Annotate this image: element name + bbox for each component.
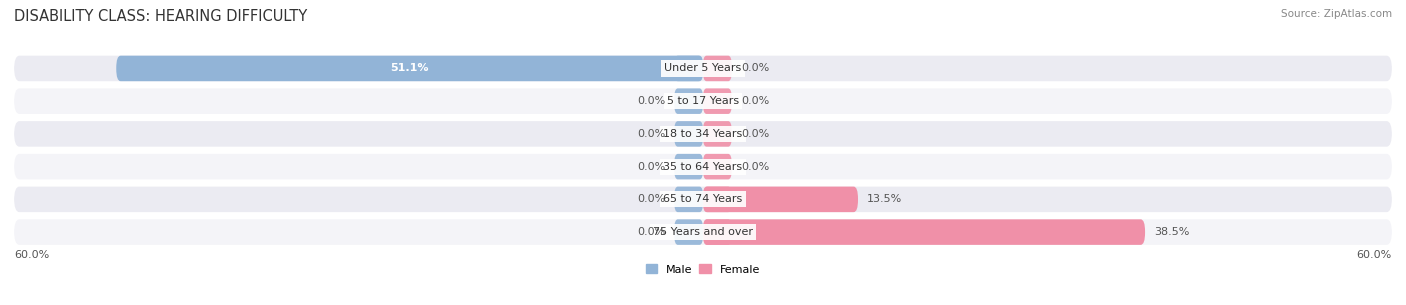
FancyBboxPatch shape — [703, 56, 731, 81]
FancyBboxPatch shape — [703, 121, 731, 147]
FancyBboxPatch shape — [703, 187, 731, 212]
Text: Source: ZipAtlas.com: Source: ZipAtlas.com — [1281, 9, 1392, 19]
FancyBboxPatch shape — [703, 219, 1144, 245]
Text: 60.0%: 60.0% — [14, 250, 49, 260]
Text: 0.0%: 0.0% — [741, 96, 769, 106]
Text: 18 to 34 Years: 18 to 34 Years — [664, 129, 742, 139]
FancyBboxPatch shape — [14, 88, 1392, 114]
Text: 0.0%: 0.0% — [637, 227, 665, 237]
Legend: Male, Female: Male, Female — [647, 264, 759, 275]
Text: 75 Years and over: 75 Years and over — [652, 227, 754, 237]
Text: 0.0%: 0.0% — [637, 96, 665, 106]
FancyBboxPatch shape — [703, 219, 731, 245]
Text: 5 to 17 Years: 5 to 17 Years — [666, 96, 740, 106]
Text: 0.0%: 0.0% — [637, 194, 665, 204]
FancyBboxPatch shape — [14, 56, 1392, 81]
Text: 38.5%: 38.5% — [1154, 227, 1189, 237]
Text: DISABILITY CLASS: HEARING DIFFICULTY: DISABILITY CLASS: HEARING DIFFICULTY — [14, 9, 308, 24]
FancyBboxPatch shape — [703, 187, 858, 212]
FancyBboxPatch shape — [675, 88, 703, 114]
FancyBboxPatch shape — [675, 154, 703, 179]
FancyBboxPatch shape — [14, 219, 1392, 245]
FancyBboxPatch shape — [117, 56, 703, 81]
Text: 0.0%: 0.0% — [637, 162, 665, 172]
Text: 35 to 64 Years: 35 to 64 Years — [664, 162, 742, 172]
FancyBboxPatch shape — [675, 121, 703, 147]
FancyBboxPatch shape — [675, 56, 703, 81]
FancyBboxPatch shape — [14, 187, 1392, 212]
Text: 0.0%: 0.0% — [741, 63, 769, 74]
Text: 0.0%: 0.0% — [741, 129, 769, 139]
FancyBboxPatch shape — [703, 154, 731, 179]
Text: 65 to 74 Years: 65 to 74 Years — [664, 194, 742, 204]
FancyBboxPatch shape — [675, 219, 703, 245]
FancyBboxPatch shape — [675, 187, 703, 212]
FancyBboxPatch shape — [14, 121, 1392, 147]
Text: 0.0%: 0.0% — [637, 129, 665, 139]
FancyBboxPatch shape — [703, 88, 731, 114]
FancyBboxPatch shape — [14, 154, 1392, 179]
Text: 51.1%: 51.1% — [391, 63, 429, 74]
Text: 60.0%: 60.0% — [1357, 250, 1392, 260]
Text: 0.0%: 0.0% — [741, 162, 769, 172]
Text: 13.5%: 13.5% — [868, 194, 903, 204]
Text: Under 5 Years: Under 5 Years — [665, 63, 741, 74]
